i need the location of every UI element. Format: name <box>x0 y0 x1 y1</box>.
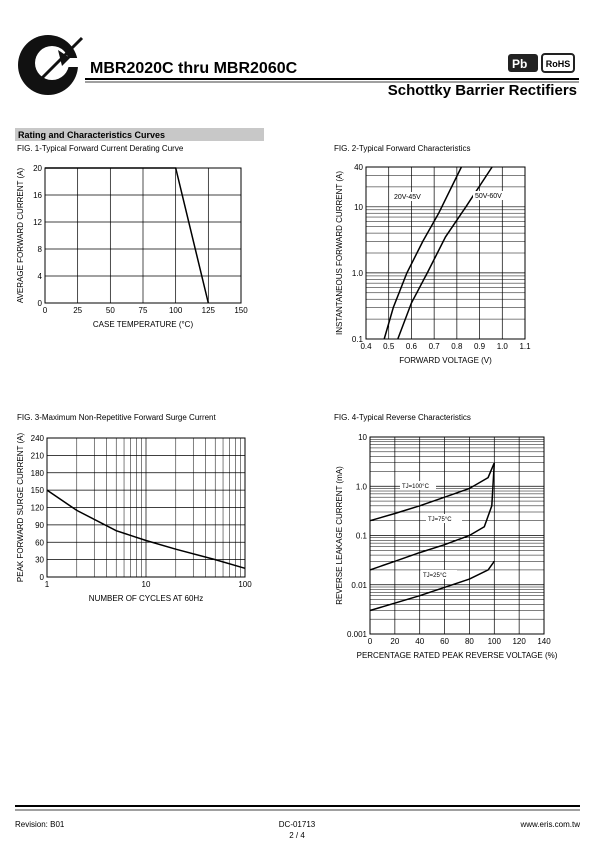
chart-title: FIG. 1-Typical Forward Current Derating … <box>17 144 184 153</box>
series-line <box>369 462 495 522</box>
series-label-bg <box>426 514 462 523</box>
x-tick-label: 140 <box>537 637 551 646</box>
section-bar <box>15 128 264 141</box>
y-tick-label: 1.0 <box>352 269 364 278</box>
x-tick-label: 1.1 <box>519 342 531 351</box>
series-label-bg <box>421 570 457 579</box>
chart-title: FIG. 3-Maximum Non-Repetitive Forward Su… <box>17 413 217 422</box>
doc-title: MBR2020C thru MBR2060C <box>90 60 298 77</box>
x-tick-label: 0 <box>368 637 373 646</box>
x-tick-label: 20 <box>390 637 399 646</box>
x-tick-label: 120 <box>512 637 526 646</box>
y-tick-label: 0.001 <box>347 630 368 639</box>
doc-number: DC-01713 <box>279 820 316 829</box>
x-axis-label: CASE TEMPERATURE (°C) <box>93 320 194 329</box>
y-tick-label: 0.1 <box>352 335 364 344</box>
x-tick-label: 0.6 <box>406 342 418 351</box>
x-tick-label: 125 <box>202 306 216 315</box>
series-line <box>46 489 246 570</box>
x-tick-label: 100 <box>238 580 252 589</box>
x-tick-label: 1.0 <box>497 342 509 351</box>
y-tick-label: 12 <box>33 218 42 227</box>
y-tick-label: 1.0 <box>356 482 368 491</box>
y-tick-label: 210 <box>31 451 45 460</box>
y-tick-label: 60 <box>35 538 44 547</box>
x-tick-label: 0.9 <box>474 342 486 351</box>
y-tick-label: 4 <box>38 272 43 281</box>
x-tick-label: 25 <box>73 306 82 315</box>
x-tick-label: 40 <box>415 637 424 646</box>
y-axis-label: REVERSE LEAKAGE CURRENT (mA) <box>335 466 344 605</box>
series-label-bg <box>392 192 428 201</box>
y-tick-label: 120 <box>31 504 45 513</box>
series-label: 20V-45V <box>394 194 421 201</box>
logo <box>18 35 92 95</box>
chart-title: FIG. 2-Typical Forward Characteristics <box>334 144 470 153</box>
x-tick-label: 0.5 <box>383 342 395 351</box>
y-tick-label: 90 <box>35 521 44 530</box>
y-axis-label: PEAK FORWARD SURGE CURRENT (A) <box>16 433 25 583</box>
plot-frame <box>369 436 545 635</box>
rohs-text: RoHS <box>546 59 571 69</box>
x-tick-label: 0 <box>43 306 48 315</box>
plot-frame <box>365 166 526 340</box>
series-line <box>383 166 463 340</box>
series-label-bg <box>473 191 509 200</box>
y-tick-label: 10 <box>354 203 363 212</box>
doc-subtitle: Schottky Barrier Rectifiers <box>388 82 577 99</box>
series-label: TJ=75°C <box>428 517 452 523</box>
y-tick-label: 0.01 <box>351 581 367 590</box>
y-tick-label: 0 <box>40 573 45 582</box>
y-tick-label: 20 <box>33 164 42 173</box>
x-tick-label: 80 <box>465 637 474 646</box>
series-label: TJ=25°C <box>423 573 447 579</box>
x-tick-label: 0.7 <box>429 342 441 351</box>
x-tick-label: 1 <box>45 580 50 589</box>
y-axis-label: AVERAGE FORWARD CURRENT (A) <box>16 168 25 304</box>
series-label: 50V-60V <box>475 193 502 200</box>
x-tick-label: 0.4 <box>360 342 372 351</box>
y-tick-label: 150 <box>31 486 45 495</box>
y-tick-label: 0.1 <box>356 532 368 541</box>
x-tick-label: 150 <box>234 306 248 315</box>
rohs-badge <box>541 53 575 73</box>
y-tick-label: 180 <box>31 469 45 478</box>
x-tick-label: 60 <box>440 637 449 646</box>
y-tick-label: 0 <box>38 299 43 308</box>
x-tick-label: 100 <box>169 306 183 315</box>
chart-title: FIG. 4-Typical Reverse Characteristics <box>334 413 471 422</box>
plot-frame <box>46 437 246 578</box>
series-line <box>369 462 496 571</box>
revision: Revision: B01 <box>15 820 65 829</box>
series-label: TJ=100°C <box>402 484 430 490</box>
svg-text:Pb: Pb <box>512 57 527 71</box>
series-line <box>45 167 210 304</box>
series-line <box>397 166 493 340</box>
series-label-bg <box>400 481 436 490</box>
x-tick-label: 50 <box>106 306 115 315</box>
x-axis-label: PERCENTAGE RATED PEAK REVERSE VOLTAGE (%… <box>357 651 558 660</box>
y-tick-label: 240 <box>31 434 45 443</box>
pb-badge: Pb <box>508 54 538 72</box>
x-tick-label: 75 <box>139 306 148 315</box>
y-tick-label: 30 <box>35 556 44 565</box>
x-tick-label: 0.8 <box>451 342 463 351</box>
y-tick-label: 10 <box>358 433 367 442</box>
x-axis-label: FORWARD VOLTAGE (V) <box>399 356 492 365</box>
x-axis-label: NUMBER OF CYCLES AT 60Hz <box>89 594 203 603</box>
url: www.eris.com.tw <box>519 820 580 829</box>
x-tick-label: 100 <box>488 637 502 646</box>
y-axis-label: INSTANTANEOUS FORWARD CURRENT (A) <box>335 171 344 335</box>
x-tick-label: 10 <box>142 580 151 589</box>
series-line <box>369 560 495 612</box>
section-title: Rating and Characteristics Curves <box>18 130 165 140</box>
y-tick-label: 40 <box>354 163 363 172</box>
y-tick-label: 8 <box>38 245 43 254</box>
page-number: 2 / 4 <box>289 831 305 840</box>
y-tick-label: 16 <box>33 191 42 200</box>
